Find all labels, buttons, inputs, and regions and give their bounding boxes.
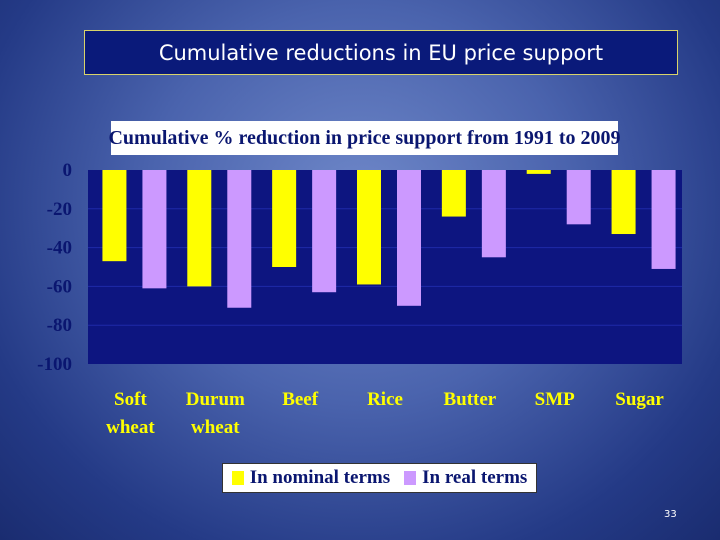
x-tick-label-line: Soft: [114, 389, 147, 410]
x-tick-label-line: wheat: [191, 417, 240, 438]
legend-item-real: In real terms: [404, 467, 527, 489]
slide-title: Cumulative reductions in EU price suppor…: [84, 30, 678, 75]
bar-real: [651, 170, 676, 269]
legend-label-nominal: In nominal terms: [249, 467, 391, 488]
x-tick-label-line: Sugar: [615, 389, 664, 410]
x-tick-label: Sugar: [615, 389, 664, 410]
x-tick-label-line: Rice: [367, 389, 403, 410]
bar-real: [481, 170, 506, 258]
bar-real: [566, 170, 591, 225]
x-tick-label: SMP: [535, 389, 576, 410]
y-tick-label: -40: [47, 238, 72, 259]
chart-title: Cumulative % reduction in price support …: [108, 121, 621, 155]
y-tick-label: -60: [47, 276, 72, 297]
bar-nominal: [526, 170, 551, 174]
y-tick-label: -100: [37, 354, 72, 375]
plot-area: [88, 170, 682, 364]
x-tick-label: Soft wheat: [106, 389, 155, 438]
bar-real: [312, 170, 337, 293]
x-tick-label-line: SMP: [535, 389, 576, 410]
legend-swatch-real: [404, 471, 417, 485]
x-tick-label: Rice: [367, 389, 403, 410]
bar-nominal: [272, 170, 297, 267]
bar-nominal: [441, 170, 466, 217]
x-tick-label: Beef: [282, 389, 319, 410]
bar-real: [397, 170, 421, 306]
x-tick-label-line: Beef: [282, 389, 319, 410]
y-tick-label: 0: [63, 160, 73, 181]
bar-real: [227, 170, 252, 308]
chart-legend: In nominal terms In real terms: [222, 463, 537, 493]
legend-swatch-nominal: [231, 471, 244, 485]
x-tick-label: Butter: [443, 389, 496, 410]
bar-nominal: [611, 170, 636, 235]
y-tick-label: -80: [47, 315, 72, 336]
x-tick-label-line: Durum: [186, 389, 245, 410]
x-tick-label-line: wheat: [106, 417, 155, 438]
bar-nominal: [102, 170, 127, 262]
page-number: 33: [664, 509, 677, 520]
y-tick-label: -20: [47, 199, 72, 220]
bar-real: [142, 170, 167, 289]
x-tick-label: Durum wheat: [186, 389, 245, 438]
x-tick-label-line: Butter: [443, 389, 496, 410]
legend-item-nominal: In nominal terms: [231, 467, 391, 489]
bar-nominal: [187, 170, 212, 287]
legend-label-real: In real terms: [422, 467, 528, 488]
bar-nominal: [357, 170, 381, 285]
